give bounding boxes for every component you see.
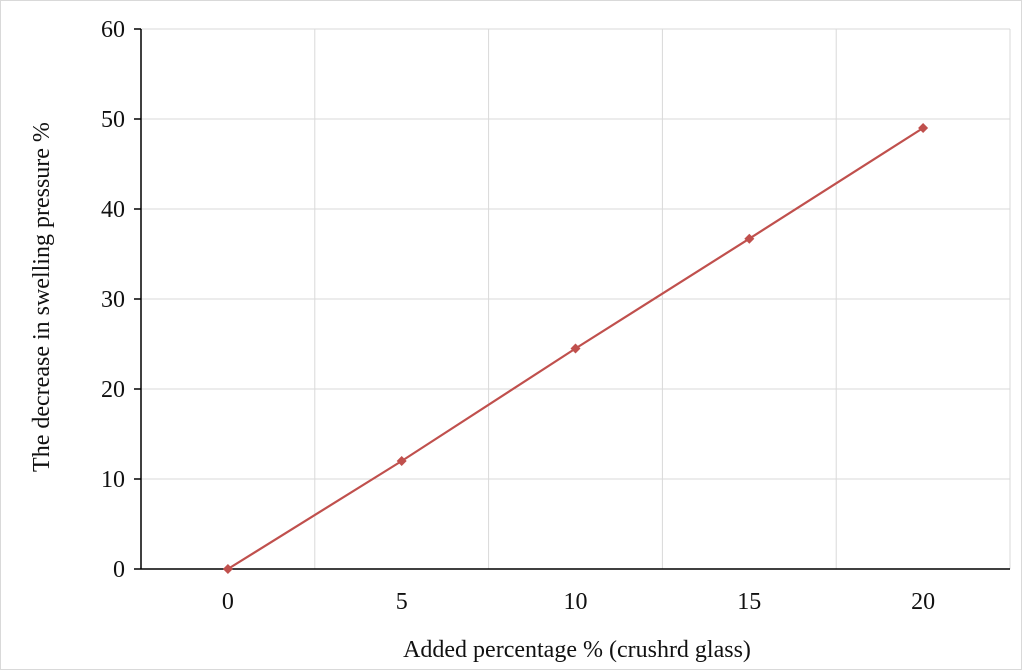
x-tick-label: 0 [222, 589, 234, 615]
y-tick-label: 30 [101, 287, 125, 313]
ticks-layer: 0 10 20 30 40 50 60 0 5 10 15 20 [101, 17, 935, 615]
x-tick-label: 5 [396, 589, 408, 615]
x-tick-label: 20 [911, 589, 935, 615]
grid-layer [140, 28, 1011, 570]
data-point-marker [570, 343, 581, 354]
y-tick-label: 60 [101, 17, 125, 43]
data-point-marker [918, 123, 929, 133]
data-point-marker [744, 233, 755, 244]
y-tick-label: 0 [113, 557, 125, 583]
y-axis-title: The decrease in swelling pressure % [29, 122, 55, 472]
x-tick-label: 10 [564, 589, 588, 615]
y-tick-label: 50 [101, 107, 125, 133]
series-layer [222, 123, 929, 574]
data-point-marker [222, 564, 233, 574]
x-tick-label: 15 [737, 589, 761, 615]
y-tick-label: 10 [101, 467, 125, 493]
data-point-marker [396, 456, 407, 466]
x-axis-title: Added percentage % (crushrd glass) [403, 637, 751, 663]
y-tick-label: 40 [101, 197, 125, 223]
y-tick-label: 20 [101, 377, 125, 403]
